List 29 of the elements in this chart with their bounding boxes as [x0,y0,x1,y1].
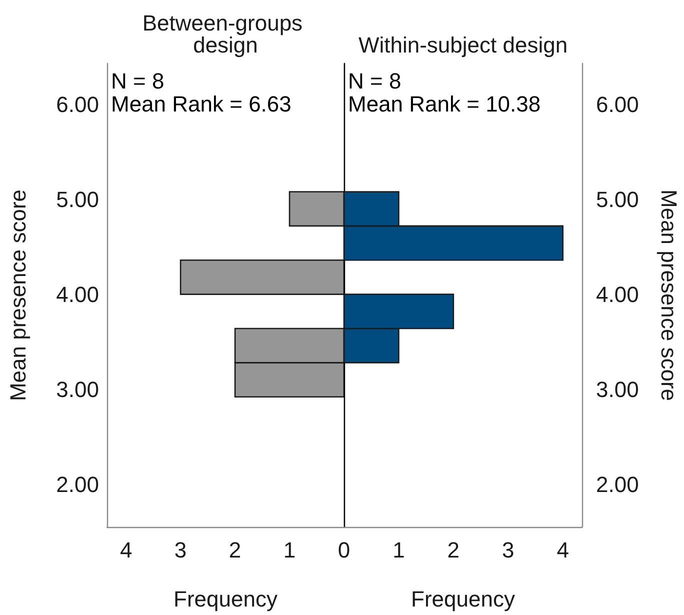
annotation: N = 8 [111,68,164,94]
x-axis-title: Frequency [174,586,278,612]
chart-title: Between-groups design [142,10,309,58]
x-tick-label: 1 [283,538,296,562]
annotation: N = 8 [348,68,402,94]
y-tick-label: 2.00 [596,472,639,497]
y-tick-label: 3.00 [56,376,99,402]
x-tick-label: 1 [392,538,405,562]
y-tick-label: 4.00 [56,282,99,307]
y-tick-label: 6.00 [596,92,639,117]
y-tick-label: 5.00 [596,186,639,212]
y-tick-label: 6.00 [56,92,99,117]
x-axis-title: Frequency [411,586,515,612]
x-tick-label: 3 [174,538,187,562]
x-tick-label: 3 [502,538,514,562]
y-axis-title: Mean presence score [6,189,30,402]
y-tick-label: 3.00 [596,376,639,402]
x-tick-label: 0 [338,538,350,562]
y-axis-title: Mean presence score [656,189,682,402]
y-tick-label: 5.00 [56,186,99,212]
y-tick-label: 4.00 [596,282,639,307]
x-tick-label: 4 [120,538,132,562]
y-tick-label: 2.00 [56,472,99,497]
x-tick-label: 2 [228,538,242,562]
x-tick-label: 2 [447,538,460,562]
annotation: Mean Rank = 10.38 [348,92,541,116]
chart-title: Within-subject design [358,32,568,58]
annotation: Mean Rank = 6.63 [111,92,292,116]
x-tick-label: 4 [556,538,569,562]
